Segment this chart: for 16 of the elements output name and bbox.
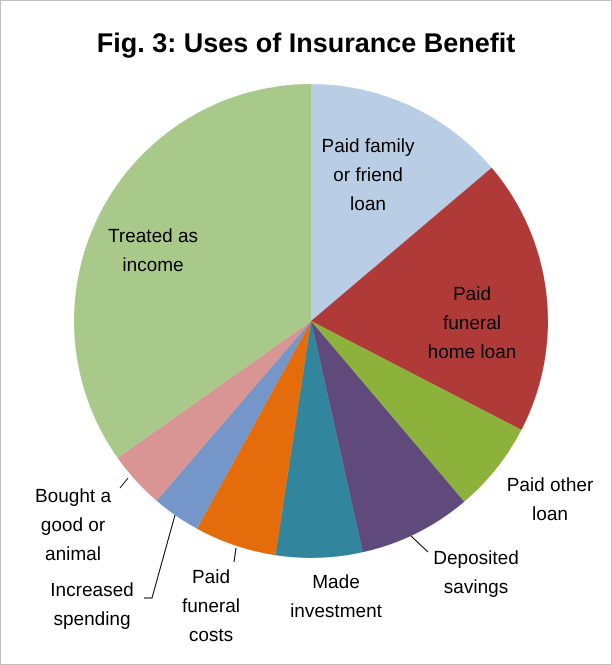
pie-slice	[196, 321, 311, 556]
slice-label: Paid other loan	[506, 475, 594, 526]
slice-label: Increased spending	[50, 580, 134, 630]
slice-label: Treated as income	[108, 226, 198, 276]
pie-slice	[311, 168, 548, 430]
slice-label: Paid funeral costs	[182, 567, 240, 646]
slice-label: Paid family or friend loan	[322, 136, 415, 216]
chart-title: Fig. 3: Uses of Insurance Benefit	[96, 28, 516, 58]
pie-slice	[118, 321, 311, 501]
pie-slice	[275, 321, 363, 558]
slice-label: Paid funeral home loan	[428, 284, 516, 364]
slice-label: Made investment	[290, 572, 383, 622]
pie-slice	[74, 84, 311, 458]
slice-label: Bought a good or animal	[34, 486, 112, 566]
slice-label: Deposited savings	[433, 548, 519, 598]
pie-slice	[156, 321, 311, 529]
